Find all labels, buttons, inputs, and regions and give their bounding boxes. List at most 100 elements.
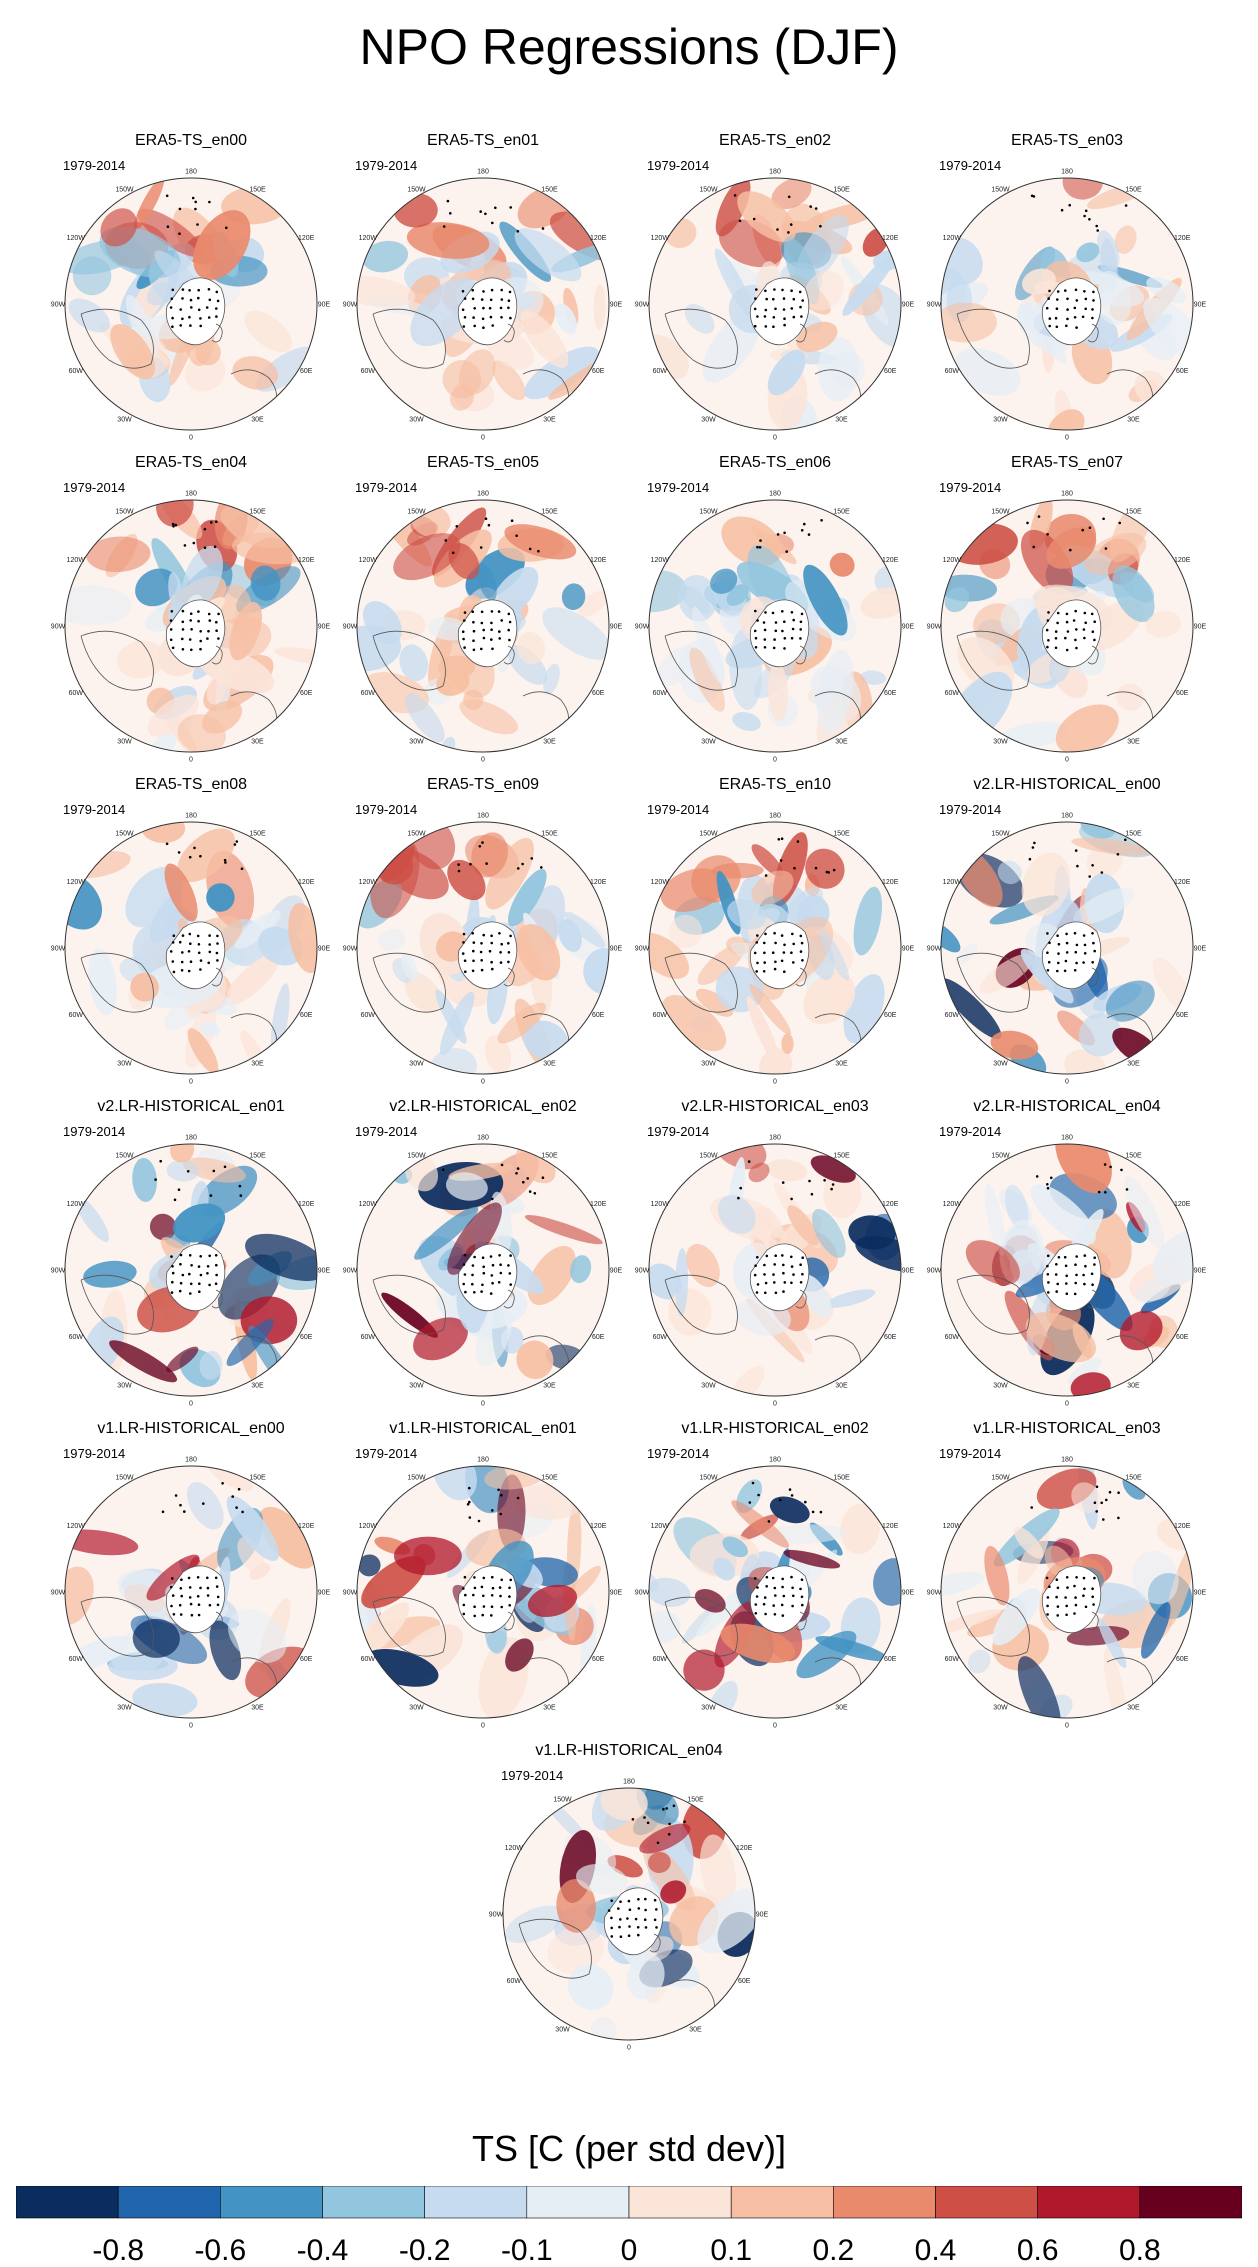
longitude-label: 150E — [833, 186, 850, 193]
anomaly-patch — [1165, 1544, 1193, 1628]
longitude-label: 150W — [699, 1152, 718, 1159]
panel-period: 1979-2014 — [647, 1124, 710, 1139]
anomaly-patch — [812, 1208, 846, 1258]
anomaly-patch — [558, 919, 582, 952]
anomaly-patch — [714, 248, 754, 318]
longitude-label: 60W — [361, 368, 376, 375]
anomaly-patch — [727, 898, 767, 930]
anomaly-patch — [1114, 225, 1137, 254]
polar-map: 180 150E 120E 90E 60E 30E 0 30W 60W 90W 120W 150W — [51, 813, 331, 1086]
anomaly-patch — [1105, 980, 1155, 1022]
anomaly-patch — [823, 1169, 862, 1219]
longitude-label: 90E — [318, 624, 331, 631]
anomaly-patch — [941, 978, 1002, 1040]
anomaly-patch — [771, 178, 812, 210]
longitude-label: 30W — [993, 417, 1008, 424]
longitude-label: 60E — [592, 1334, 605, 1341]
longitude-label: 150W — [991, 1474, 1010, 1481]
anomaly-patch — [394, 1536, 462, 1576]
anomaly-patch — [357, 275, 416, 307]
longitude-label: 120W — [651, 1523, 670, 1530]
anomaly-patch — [492, 360, 526, 401]
longitude-label: 0 — [1065, 1079, 1069, 1086]
anomaly-patch — [199, 1350, 223, 1380]
longitude-label: 90W — [51, 624, 66, 631]
panel-title: ERA5-TS_en06 — [718, 454, 832, 471]
longitude-label: 60W — [361, 690, 376, 697]
figure-title: NPO Regressions (DJF) — [359, 19, 899, 75]
longitude-label: 90E — [318, 1268, 331, 1275]
anomaly-patch — [250, 565, 281, 601]
longitude-label: 60E — [1176, 1656, 1189, 1663]
longitude-label: 0 — [627, 2045, 631, 2052]
anomaly-patch — [381, 1292, 438, 1338]
longitude-label: 150E — [249, 186, 266, 193]
anomaly-patch — [767, 350, 806, 396]
anomaly-patch — [967, 1649, 991, 1674]
anomaly-patch — [984, 1183, 1006, 1256]
anomaly-patch — [86, 536, 151, 573]
longitude-label: 30W — [701, 417, 716, 424]
longitude-label: 90W — [927, 302, 942, 309]
anomaly-patch — [649, 1577, 691, 1607]
longitude-label: 0 — [481, 1079, 485, 1086]
longitude-label: 150W — [407, 186, 426, 193]
polar-map: 180 150E 120E 90E 60E 30E 0 30W 60W 90W 120W 150W — [927, 169, 1207, 442]
longitude-label: 60W — [653, 690, 668, 697]
panel-title: v1.LR-HISTORICAL_en02 — [681, 1420, 869, 1437]
longitude-label: 60E — [1176, 368, 1189, 375]
longitude-label: 150W — [699, 1474, 718, 1481]
polar-map: 180 150E 120E 90E 60E 30E 0 30W 60W 90W 120W 150W — [927, 813, 1207, 1086]
longitude-label: 30W — [701, 1705, 716, 1712]
longitude-label: 30E — [835, 1383, 848, 1390]
polar-map: 180 150E 120E 90E 60E 30E 0 30W 60W 90W 120W 150W — [343, 491, 623, 764]
longitude-label: 150E — [1125, 186, 1142, 193]
longitude-label: 60W — [361, 1012, 376, 1019]
longitude-label: 60W — [507, 1978, 522, 1985]
longitude-label: 0 — [1065, 1723, 1069, 1730]
longitude-label: 180 — [623, 1779, 635, 1786]
anomaly-patch — [166, 1159, 200, 1182]
longitude-label: 150W — [699, 508, 718, 515]
colorbar-swatch — [220, 2186, 323, 2219]
anomaly-patch — [475, 1304, 512, 1367]
anomaly-patch — [224, 953, 281, 1006]
colorbar-level-label: 0.6 — [1017, 2234, 1059, 2267]
longitude-label: 150W — [407, 830, 426, 837]
longitude-label: 150E — [833, 1474, 850, 1481]
longitude-label: 90W — [51, 302, 66, 309]
longitude-label: 120W — [943, 1523, 962, 1530]
longitude-label: 120E — [882, 1523, 899, 1530]
longitude-label: 180 — [477, 491, 489, 498]
longitude-label: 120W — [67, 1523, 86, 1530]
anomaly-patch — [520, 310, 569, 368]
longitude-label: 120E — [298, 879, 315, 886]
panel-period: 1979-2014 — [63, 1446, 126, 1461]
map-panel: 180 150E 120E 90E 60E 30E 0 30W 60W 90W 120W 150W v2… — [625, 1098, 925, 1408]
longitude-label: 150E — [541, 186, 558, 193]
longitude-label: 120E — [590, 557, 607, 564]
anomaly-patch — [675, 1248, 689, 1317]
longitude-label: 120W — [359, 1201, 378, 1208]
anomaly-patch — [187, 1028, 219, 1074]
longitude-label: 30E — [543, 1061, 556, 1068]
panel-title: ERA5-TS_en05 — [426, 454, 540, 471]
anomaly-patch — [848, 1215, 896, 1250]
panel-title: ERA5-TS_en08 — [134, 776, 248, 793]
longitude-label: 60W — [653, 368, 668, 375]
anomaly-patch — [710, 568, 738, 594]
anomaly-patch — [182, 545, 223, 609]
anomaly-patch — [200, 1021, 221, 1037]
anomaly-patch — [681, 1604, 718, 1644]
panel-title: v1.LR-HISTORICAL_en03 — [973, 1420, 1161, 1437]
longitude-label: 150W — [115, 830, 134, 837]
anomaly-patch — [697, 1888, 755, 1954]
anomaly-patch — [1152, 1228, 1193, 1285]
longitude-label: 0 — [189, 1401, 193, 1408]
longitude-label: 90W — [51, 1268, 66, 1275]
panel-title: ERA5-TS_en03 — [1010, 132, 1124, 149]
longitude-label: 90W — [927, 1590, 942, 1597]
longitude-label: 30E — [543, 1705, 556, 1712]
anomaly-patch — [954, 348, 1021, 396]
longitude-label: 60E — [1176, 690, 1189, 697]
